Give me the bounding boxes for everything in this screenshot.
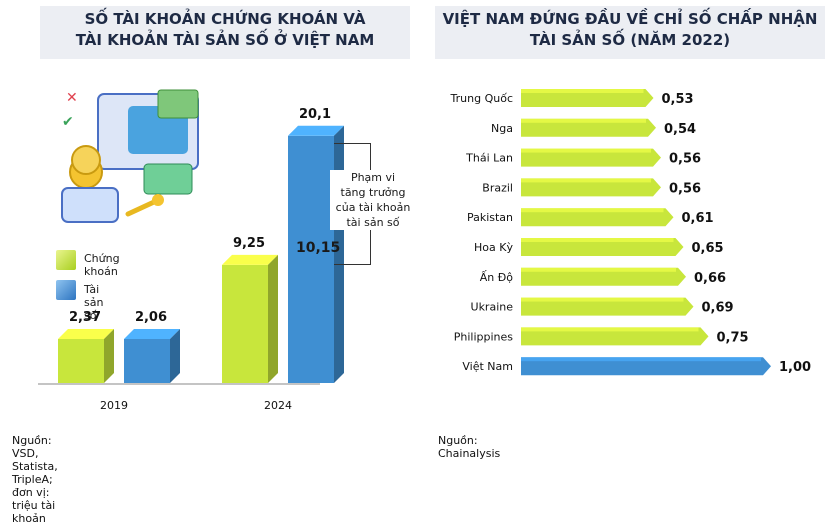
key-icon xyxy=(125,199,157,217)
bar-side-face xyxy=(170,329,180,383)
right-source: Nguồn: Chainalysis xyxy=(438,434,501,460)
x-tick-label: 2024 xyxy=(264,399,292,412)
x-tick-label: 2019 xyxy=(100,399,128,412)
value-label: 0,69 xyxy=(702,301,734,316)
legend-label-digital: Tài sản số xyxy=(84,283,104,322)
category-label: Ấn Độ xyxy=(480,270,514,284)
annotation-line-2: tăng trưởng xyxy=(340,186,406,199)
legend-label-stocks: Chứng khoán xyxy=(84,252,120,278)
bar-highlight-stripe xyxy=(521,267,676,272)
legend-swatch-digital xyxy=(56,280,76,300)
bar-trung-quốc xyxy=(521,89,654,107)
bar-top-face xyxy=(288,125,344,136)
value-label: 0,56 xyxy=(669,152,701,167)
left-title-line-2: TÀI KHOẢN TÀI SẢN SỐ Ở VIỆT NAM xyxy=(75,31,375,49)
category-label: Pakistan xyxy=(467,211,513,224)
bar-brazil xyxy=(521,178,661,197)
bar-hoa-kỳ xyxy=(521,238,684,256)
value-label: 0,54 xyxy=(664,122,696,137)
value-label: 0,65 xyxy=(692,241,724,256)
data-label: 9,25 xyxy=(233,236,265,251)
account-chart: 2,37 2,06 2019 9,25 20,1 2024 xyxy=(38,107,344,412)
check-mark-icon: ✔ xyxy=(62,114,74,130)
bar-highlight-stripe xyxy=(521,357,761,362)
category-label: Trung Quốc xyxy=(450,92,513,105)
bar-highlight-stripe xyxy=(521,118,646,123)
left-chart-title: SỐ TÀI KHOẢN CHỨNG KHOÁN VÀ TÀI KHOẢN TÀ… xyxy=(40,6,410,59)
digital-finance-illustration: ✕ ✔ xyxy=(61,89,199,223)
annotation-line-4: tài sản số xyxy=(346,216,400,229)
bar-top-face xyxy=(222,254,278,265)
category-label: Việt Nam xyxy=(462,360,513,373)
bar-side-face xyxy=(104,329,114,383)
data-label: 20,1 xyxy=(299,107,331,122)
category-label: Thái Lan xyxy=(465,152,513,165)
value-label: 0,53 xyxy=(662,92,694,107)
data-label: 2,06 xyxy=(135,310,167,325)
bar-side-face xyxy=(268,254,278,383)
credit-card-icon xyxy=(143,163,193,195)
bar-pakistan xyxy=(521,208,674,227)
value-label: 0,75 xyxy=(717,330,749,345)
phone-icon xyxy=(61,187,119,223)
bar-highlight-stripe xyxy=(521,208,664,213)
bar-highlight-stripe xyxy=(521,327,699,332)
value-label: 0,61 xyxy=(682,211,714,226)
bar-thái-lan xyxy=(521,148,661,167)
category-label: Nga xyxy=(491,122,513,135)
growth-annotation: Phạm vi tăng trưởng của tài khoản tài sả… xyxy=(330,170,416,230)
bar-highlight-stripe xyxy=(521,297,684,302)
category-label: Ukraine xyxy=(471,301,514,314)
data-label: 2,37 xyxy=(69,310,101,325)
growth-value: 10,15 xyxy=(296,240,341,256)
bar-highlight-stripe xyxy=(521,89,644,93)
bar-stocks-2019 xyxy=(58,339,104,383)
left-title-line-1: SỐ TÀI KHOẢN CHỨNG KHOÁN VÀ xyxy=(84,10,366,28)
bar-digital-2024 xyxy=(288,135,334,383)
bar-ấn-độ xyxy=(521,267,686,286)
value-label: 0,56 xyxy=(669,181,701,196)
value-label: 0,66 xyxy=(694,271,726,286)
bar-ukraine xyxy=(521,297,694,316)
annotation-line-1: Phạm vi xyxy=(350,171,396,184)
bar-highlight-stripe xyxy=(521,178,651,183)
category-label: Hoa Kỳ xyxy=(474,241,513,254)
left-source: Nguồn: VSD, Statista, TripleA; đơn vị: t… xyxy=(12,434,58,525)
right-title-line-2: TÀI SẢN SỐ (NĂM 2022) xyxy=(529,31,731,49)
bar-việt-nam xyxy=(521,357,771,376)
key-icon xyxy=(152,194,164,206)
bar-stocks-2024 xyxy=(222,264,268,383)
coin-icon xyxy=(71,145,101,175)
right-title-line-1: VIỆT NAM ĐỨNG ĐẦU VỀ CHỈ SỐ CHẤP NHẬN xyxy=(442,10,818,28)
category-label: Brazil xyxy=(482,181,513,194)
legend-swatch-stocks xyxy=(56,250,76,270)
bar-digital-2019 xyxy=(124,339,170,383)
banknote-icon xyxy=(157,89,199,119)
category-label: Philippines xyxy=(454,330,514,343)
value-label: 1,00 xyxy=(779,360,811,375)
x-mark-icon: ✕ xyxy=(66,90,78,106)
bar-nga xyxy=(521,118,656,137)
right-chart-title: VIỆT NAM ĐỨNG ĐẦU VỀ CHỈ SỐ CHẤP NHẬN TÀ… xyxy=(435,6,825,59)
bar-highlight-stripe xyxy=(521,148,651,153)
adoption-index-chart: Trung Quốc 0,53 Nga 0,54 Thái Lan 0,56 Brazil 0… xyxy=(450,89,811,376)
bar-philippines xyxy=(521,327,709,346)
annotation-line-3: của tài khoản xyxy=(335,201,411,214)
bar-top-face xyxy=(58,329,114,339)
bar-top-face xyxy=(124,329,180,339)
bar-highlight-stripe xyxy=(521,238,674,242)
